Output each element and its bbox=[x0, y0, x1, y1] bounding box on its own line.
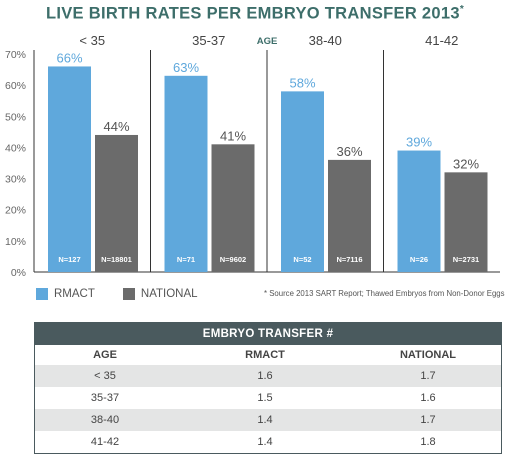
table-row: 35-37 1.5 1.6 bbox=[35, 387, 501, 409]
bar-value-label: 41% bbox=[220, 128, 246, 143]
column-header: AGE bbox=[93, 349, 117, 361]
y-tick-label: 30% bbox=[5, 174, 26, 186]
legend-label-rmact: RMACT bbox=[54, 288, 95, 300]
table-header-row: AGE RMACT NATIONAL bbox=[35, 345, 501, 365]
category-label: 38-40 bbox=[309, 33, 342, 48]
table-row: 41-42 1.4 1.8 bbox=[35, 431, 501, 453]
table-cell: 1.4 bbox=[257, 436, 273, 448]
bar-national bbox=[211, 144, 255, 272]
bar-rmact bbox=[164, 75, 208, 272]
bar-n-label: N=127 bbox=[58, 255, 80, 264]
bar-national bbox=[444, 172, 488, 272]
bar-value-label: 58% bbox=[289, 75, 315, 90]
source-note: * Source 2013 SART Report; Thawed Embryo… bbox=[264, 289, 505, 298]
table-cell: 1.6 bbox=[420, 392, 436, 404]
table-cell: 1.6 bbox=[257, 370, 273, 382]
embryo-transfer-table: EMBRYO TRANSFER # AGE RMACT NATIONAL < 35 1.… bbox=[34, 322, 502, 454]
legend-item-national: NATIONAL bbox=[122, 288, 198, 300]
bar-chart: 0% 10% 20% 30% 40% 50% 60% 70% < 35 35-37 38-40 41-… bbox=[5, 33, 500, 279]
bar-national bbox=[95, 134, 138, 272]
y-tick-label: 50% bbox=[5, 111, 26, 123]
y-tick-label: 40% bbox=[5, 142, 26, 154]
chart-legend: RMACT NATIONAL bbox=[36, 287, 226, 301]
column-header: RMACT bbox=[245, 349, 285, 361]
bar-national bbox=[328, 159, 371, 272]
bar-n-label: N=18801 bbox=[101, 255, 132, 264]
title-footnote-mark: * bbox=[459, 4, 465, 15]
chart-title: LIVE BIRTH RATES PER EMBRYO TRANSFER 201… bbox=[45, 4, 465, 23]
bar-n-label: N=71 bbox=[177, 255, 195, 264]
table-row: 38-40 1.4 1.7 bbox=[35, 409, 501, 431]
table-cell: 1.7 bbox=[420, 414, 436, 426]
bar-value-label: 63% bbox=[173, 60, 199, 75]
bar-n-label: N=2731 bbox=[453, 255, 479, 264]
table-cell: 1.5 bbox=[257, 392, 273, 404]
table-cell: 41-42 bbox=[90, 436, 120, 448]
bar-n-label: N=26 bbox=[410, 255, 428, 264]
y-tick-label: 20% bbox=[5, 205, 26, 217]
category-label: < 35 bbox=[79, 33, 105, 48]
y-tick-label: 60% bbox=[5, 80, 26, 92]
bar-rmact bbox=[281, 91, 324, 272]
bar-n-label: N=7116 bbox=[336, 255, 362, 264]
legend-swatch-national bbox=[122, 288, 135, 300]
bar-value-label: 44% bbox=[103, 119, 129, 134]
column-header: NATIONAL bbox=[399, 349, 456, 361]
bar-rmact bbox=[397, 150, 441, 272]
y-tick-label: 70% bbox=[5, 49, 26, 61]
bar-value-label: 32% bbox=[453, 156, 479, 171]
bar-n-label: N=9602 bbox=[220, 255, 246, 264]
table-cell: 35-37 bbox=[90, 392, 120, 404]
bar-n-label: N=52 bbox=[293, 255, 311, 264]
table-row: < 35 1.6 1.7 bbox=[35, 365, 501, 387]
table-cell: 38-40 bbox=[90, 414, 120, 426]
y-tick-label: 10% bbox=[5, 236, 26, 248]
table-cell: 1.8 bbox=[420, 436, 436, 448]
legend-swatch-rmact bbox=[36, 288, 48, 300]
table-cell: < 35 bbox=[94, 370, 116, 382]
category-label: 41-42 bbox=[425, 33, 458, 48]
bar-value-label: 39% bbox=[406, 135, 432, 150]
table-cell: 1.7 bbox=[420, 370, 436, 382]
table-title: EMBRYO TRANSFER # bbox=[35, 323, 501, 345]
bar-rmact bbox=[48, 66, 91, 272]
table-cell: 1.4 bbox=[257, 414, 273, 426]
bar-value-label: 36% bbox=[336, 144, 362, 159]
bar-value-label: 66% bbox=[56, 50, 82, 65]
category-label: 35-37 bbox=[192, 33, 225, 48]
legend-item-rmact: RMACT bbox=[36, 288, 95, 300]
y-tick-label: 0% bbox=[11, 267, 26, 279]
axis-group-label: AGE bbox=[257, 36, 278, 47]
legend-label-national: NATIONAL bbox=[140, 288, 198, 300]
